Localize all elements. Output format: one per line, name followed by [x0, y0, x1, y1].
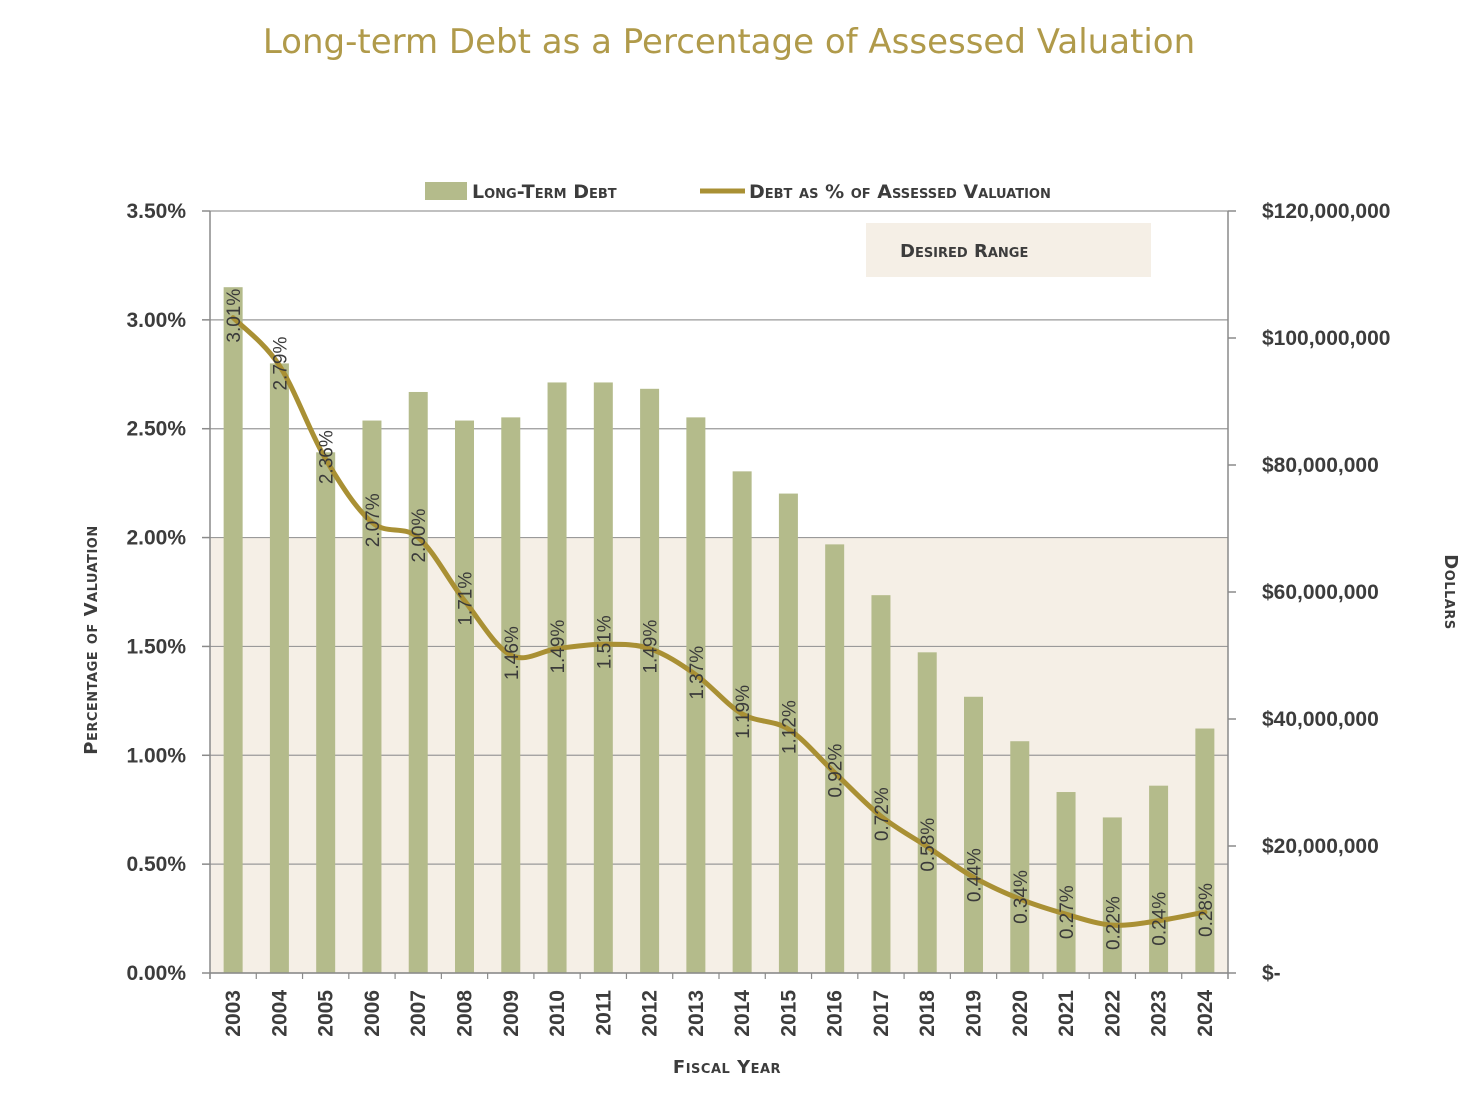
- x-tick-label: 2005: [315, 990, 338, 1037]
- data-label: 1.12%: [779, 700, 800, 754]
- y2-tick-label: $120,000,000: [1262, 200, 1390, 223]
- x-axis-ticks: 2003 2004 2005 2006 2007 2008 2009 2010 2011 2012…: [209, 973, 1217, 1037]
- y2-tick-label: $40,000,000: [1262, 708, 1379, 731]
- legend-bar-label: Long-Term Debt: [472, 181, 617, 203]
- x-tick-label: 2017: [870, 990, 893, 1037]
- legend: Long-Term Debt Debt as % of Assessed Val…: [425, 181, 1051, 203]
- y-tick-label: 0.00%: [126, 962, 186, 985]
- data-label: 0.92%: [826, 744, 847, 798]
- data-label: 2.36%: [317, 430, 338, 484]
- debt-bar: [640, 388, 660, 973]
- y-tick-label: 3.50%: [126, 200, 186, 223]
- debt-bar: [455, 420, 474, 973]
- x-tick-label: 2007: [407, 990, 430, 1037]
- y2-tick-label: $60,000,000: [1262, 581, 1379, 604]
- debt-bar: [1056, 792, 1076, 973]
- debt-bar: [1010, 741, 1030, 973]
- y2-tick-label: $80,000,000: [1262, 454, 1379, 477]
- x-tick-label: 2009: [500, 990, 523, 1037]
- y-tick-label: 1.50%: [126, 635, 186, 658]
- debt-bar: [732, 471, 752, 973]
- data-label: 1.49%: [641, 620, 662, 674]
- data-label: 1.19%: [733, 685, 754, 739]
- debt-bar: [686, 417, 706, 973]
- y-tick-label: 0.50%: [126, 853, 186, 876]
- debt-bar: [964, 696, 983, 973]
- data-label: 1.49%: [548, 620, 569, 674]
- x-tick-label: 2013: [685, 990, 708, 1037]
- x-tick-label: 2006: [361, 990, 384, 1037]
- data-label: 0.58%: [918, 818, 939, 872]
- x-tick-label: 2023: [1148, 990, 1171, 1037]
- x-tick-label: 2011: [592, 990, 615, 1036]
- data-label: 1.37%: [687, 646, 708, 700]
- debt-bar: [547, 382, 567, 973]
- data-label: 1.46%: [502, 626, 523, 680]
- debt-bar: [778, 493, 798, 973]
- data-labels: 3.01% 2.79% 2.36% 2.07% 2.00% 1.71% 1.46% 1.49%…: [224, 289, 1217, 950]
- y-tick-label: 2.00%: [126, 527, 186, 550]
- legend-line-label: Debt as % of Assessed Valuation: [749, 181, 1051, 203]
- x-tick-label: 2004: [268, 990, 291, 1037]
- data-label: 2.79%: [270, 337, 291, 391]
- x-tick-label: 2021: [1055, 990, 1078, 1037]
- debt-bar: [1102, 817, 1122, 973]
- data-label: 2.07%: [363, 493, 384, 547]
- y-axis-title: Percentage of Valuation: [81, 525, 102, 754]
- left-axis-ticks: 0.00% 0.50% 1.00% 1.50% 2.00% 2.50% 3.00% 3.50%: [126, 200, 210, 985]
- debt-bar: [223, 287, 243, 973]
- x-axis-title: Fiscal Year: [673, 1057, 781, 1078]
- data-label: 1.71%: [456, 572, 477, 626]
- y2-axis-title: Dollars: [1440, 554, 1461, 630]
- desired-range-label: Desired Range: [900, 241, 1028, 262]
- x-tick-label: 2016: [824, 990, 847, 1037]
- data-label: 0.44%: [965, 848, 986, 902]
- x-tick-label: 2012: [639, 990, 662, 1037]
- data-label: 0.27%: [1057, 885, 1078, 939]
- right-axis-ticks: $- $20,000,000 $40,000,000 $60,000,000 $80,0…: [1228, 200, 1390, 985]
- y2-tick-label: $100,000,000: [1262, 327, 1390, 350]
- y-tick-label: 1.00%: [126, 744, 186, 767]
- debt-bar: [362, 420, 382, 973]
- x-tick-label: 2024: [1194, 990, 1217, 1037]
- y-tick-label: 3.00%: [126, 309, 186, 332]
- x-tick-label: 2014: [731, 990, 754, 1037]
- debt-bar: [316, 452, 336, 973]
- debt-bar: [269, 363, 289, 973]
- x-tick-label: 2022: [1101, 990, 1124, 1037]
- desired-range-box: Desired Range: [866, 223, 1151, 277]
- x-tick-label: 2003: [222, 990, 245, 1037]
- data-label: 0.28%: [1196, 883, 1217, 937]
- x-tick-label: 2020: [1009, 990, 1032, 1037]
- debt-bar: [871, 595, 891, 973]
- debt-percent-line: [230, 315, 1208, 928]
- debt-bar: [408, 391, 428, 974]
- data-label: 1.51%: [594, 615, 615, 669]
- debt-bar: [917, 652, 937, 973]
- legend-bar-swatch: [425, 182, 467, 200]
- data-label: 2.00%: [409, 509, 430, 563]
- chart-title: Long-term Debt as a Percentage of Assess…: [262, 22, 1196, 62]
- debt-bar: [593, 382, 613, 973]
- x-tick-label: 2018: [916, 990, 939, 1037]
- data-label: 0.24%: [1150, 892, 1171, 946]
- x-tick-label: 2019: [963, 990, 986, 1037]
- x-tick-label: 2015: [777, 990, 800, 1037]
- debt-bars: [223, 287, 1215, 974]
- data-label: 0.34%: [1011, 870, 1032, 924]
- data-label: 0.22%: [1103, 896, 1124, 950]
- debt-bar: [825, 544, 845, 973]
- y2-tick-label: $-: [1262, 962, 1281, 985]
- x-tick-label: 2008: [454, 990, 477, 1037]
- data-label: 0.72%: [872, 787, 893, 841]
- x-tick-label: 2010: [546, 990, 569, 1037]
- y2-tick-label: $20,000,000: [1262, 835, 1379, 858]
- debt-bar: [501, 417, 521, 973]
- y-tick-label: 2.50%: [126, 418, 186, 441]
- debt-bar: [1149, 785, 1169, 973]
- data-label: 3.01%: [224, 289, 245, 343]
